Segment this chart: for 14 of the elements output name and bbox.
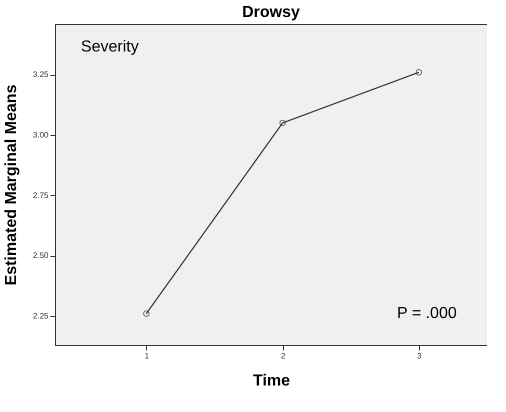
y-tick-label: 3.00	[32, 130, 50, 140]
x-tick-label: 1	[144, 352, 150, 360]
point	[279, 120, 286, 126]
x-axis-title: Time	[252, 372, 290, 390]
y-axis-title: Estimated Marginal Means	[2, 84, 20, 286]
annotation: Severity	[80, 38, 139, 56]
y-tick-label: 3.25	[32, 70, 50, 80]
y-tick-label: 2.75	[32, 190, 50, 200]
x-tick-label: 2	[280, 352, 286, 360]
x-tick-label: 3	[417, 352, 422, 360]
y-tick-label: 2.25	[32, 312, 50, 321]
chart-title: Drowsy	[242, 4, 300, 21]
y-tick-label: 2.50	[32, 251, 50, 260]
annotation: P = .000	[396, 304, 457, 322]
